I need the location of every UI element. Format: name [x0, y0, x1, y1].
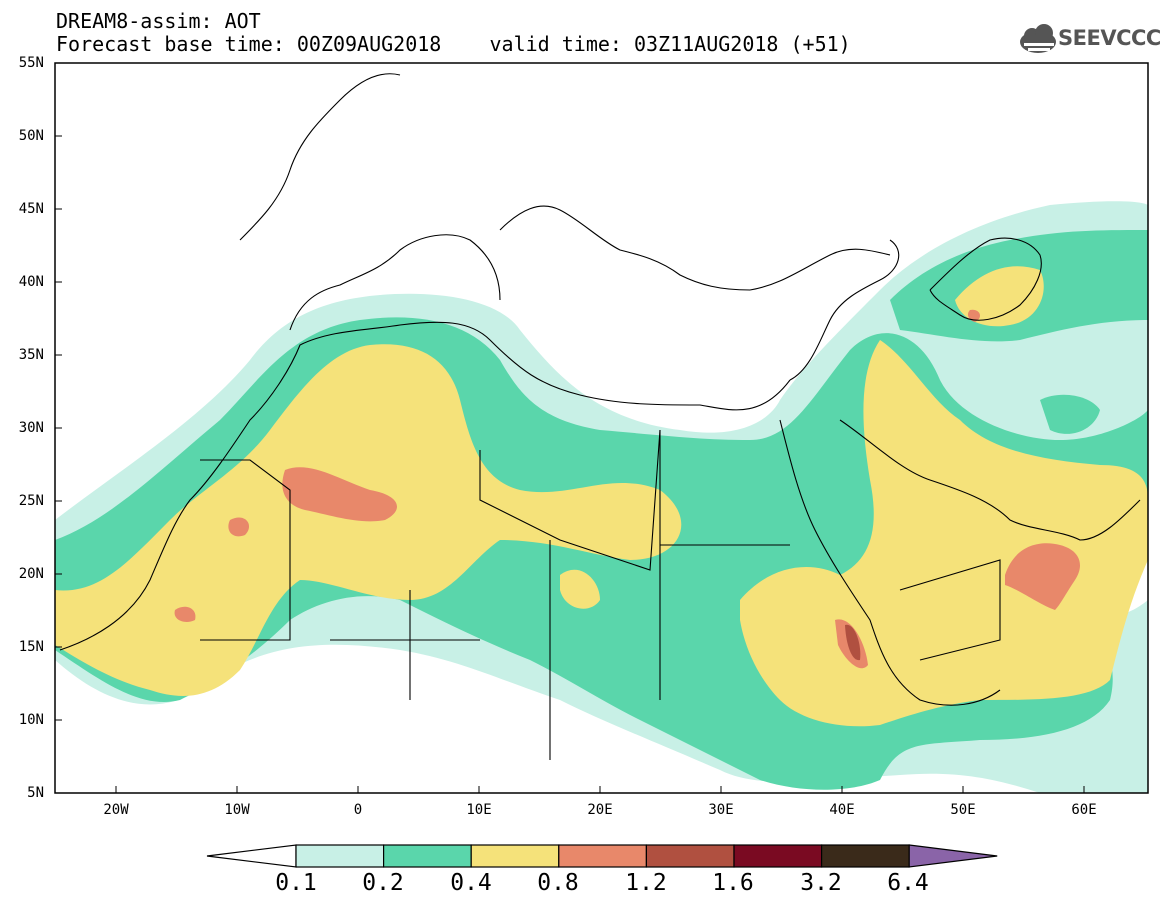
lon-label: 0 — [353, 802, 363, 818]
aot-1-2-field — [845, 624, 861, 661]
lat-label: 15N — [18, 639, 44, 655]
lat-label: 25N — [18, 493, 44, 509]
lon-label: 50E — [950, 802, 976, 818]
lat-label: 55N — [18, 55, 44, 71]
lon-label: 60E — [1071, 802, 1097, 818]
legend-label: 6.4 — [887, 870, 929, 896]
lon-label: 40E — [829, 802, 855, 818]
lat-label: 45N — [18, 201, 44, 217]
lat-label: 10N — [18, 712, 44, 728]
legend-label: 0.8 — [537, 870, 579, 896]
lon-label: 20W — [103, 802, 129, 818]
legend-label: 1.2 — [625, 870, 667, 896]
lat-label: 50N — [18, 128, 44, 144]
map-title: DREAM8-assim: AOT — [56, 9, 261, 33]
legend-label: 0.1 — [275, 870, 317, 896]
map-subtitle: Forecast base time: 00Z09AUG2018 valid t… — [56, 33, 851, 55]
seevccc-logo — [1020, 24, 1056, 53]
legend-label: 3.2 — [800, 870, 842, 896]
lat-label: 35N — [18, 347, 44, 363]
legend-label: 1.6 — [712, 870, 754, 896]
base-time: Forecast base time: 00Z09AUG2018 — [56, 32, 442, 56]
lon-label: 20E — [587, 802, 613, 818]
axis-ticks — [55, 62, 1085, 793]
legend-label: 0.2 — [362, 870, 404, 896]
lon-label: 10E — [466, 802, 492, 818]
country-borders — [59, 73, 1141, 760]
lat-label: 40N — [18, 274, 44, 290]
valid-time: valid time: 03Z11AUG2018 (+51) — [489, 32, 851, 56]
lat-label: 30N — [18, 420, 44, 436]
lat-label: 5N — [27, 785, 44, 801]
legend-label: 0.4 — [450, 870, 492, 896]
logo-text: SEEVCCC — [1058, 26, 1161, 50]
cloud-icon — [1020, 24, 1056, 53]
lat-label: 20N — [18, 566, 44, 582]
lon-label: 30E — [708, 802, 734, 818]
lon-label: 10W — [224, 802, 250, 818]
